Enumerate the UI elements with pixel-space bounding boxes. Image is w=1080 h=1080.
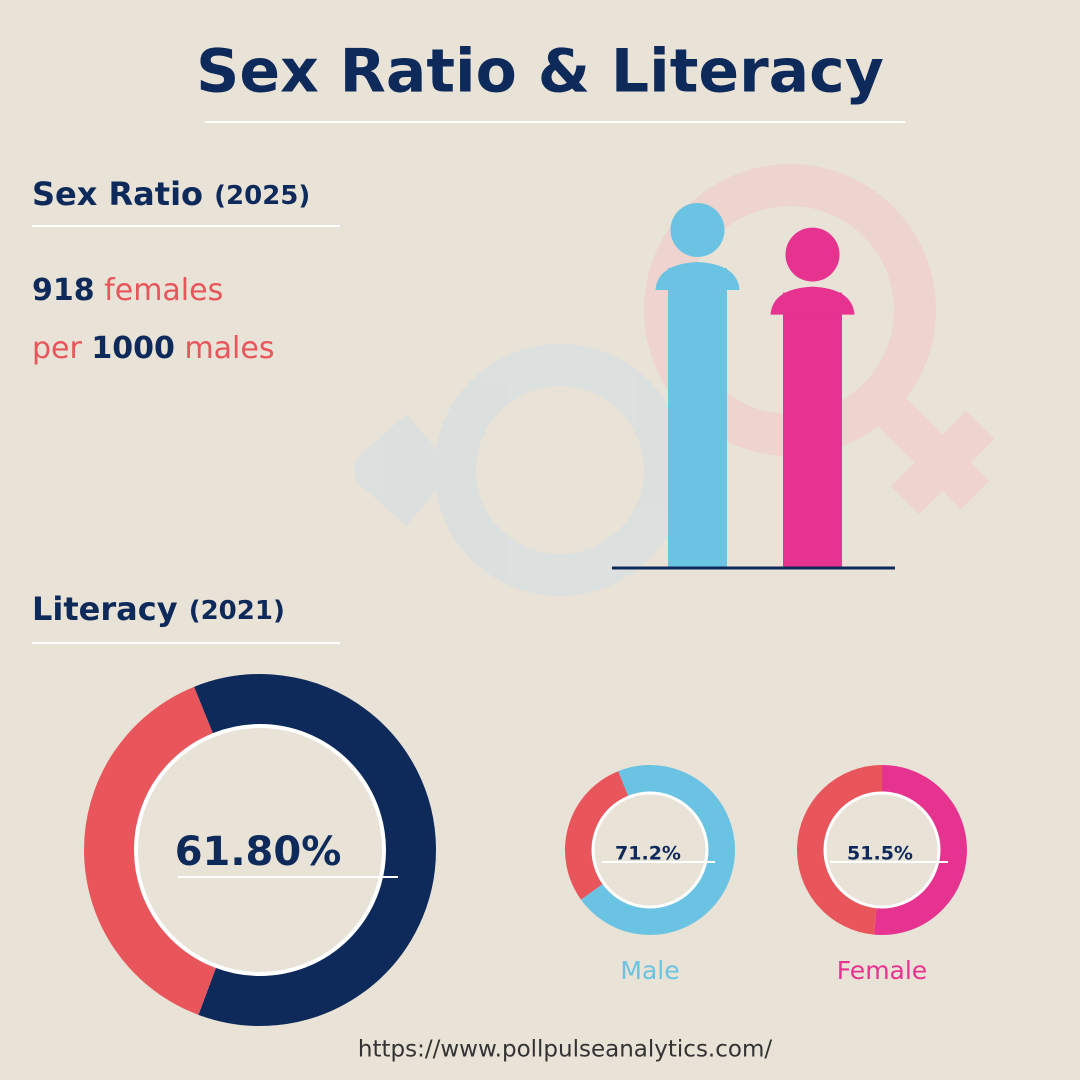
ratio-text: males	[184, 331, 274, 366]
donut-value-label: 61.80%	[175, 829, 342, 875]
donut-ring	[134, 724, 386, 976]
donut-segment	[874, 765, 967, 935]
ratio-bars	[655, 203, 855, 568]
donuts: 61.80% 71.2% Male 51.5% Female	[84, 674, 967, 1026]
donut-segment	[194, 674, 436, 1026]
donut-value-label: 71.2%	[615, 843, 681, 865]
bar-head	[670, 203, 725, 257]
donut-segment	[797, 765, 883, 935]
heading-text: Literacy	[32, 590, 178, 628]
ratio-number: 918	[32, 273, 95, 308]
bar-shoulders	[770, 286, 855, 315]
ratio-line: per 1000 males	[32, 331, 274, 366]
heading-text: Sex Ratio	[32, 175, 203, 213]
donut-segment	[580, 765, 735, 935]
section-heading: Literacy (2021)	[32, 590, 285, 628]
section-heading: Sex Ratio (2025)	[32, 175, 310, 213]
bar	[668, 268, 727, 568]
donut-label: Female	[837, 956, 927, 985]
ratio-text: females	[104, 273, 223, 308]
bar-head	[785, 227, 840, 282]
bar-shoulders	[655, 262, 740, 290]
heading-year: (2021)	[189, 596, 285, 626]
bar	[783, 292, 842, 568]
donut-label: Male	[620, 956, 679, 985]
ratio-text: per	[32, 331, 83, 366]
donut-ring	[823, 791, 941, 909]
ratio-line: 918 females	[32, 273, 223, 308]
donut-value-label: 51.5%	[847, 843, 913, 865]
ratio-number: 1000	[91, 331, 175, 366]
donut-ring	[591, 791, 709, 909]
gender-symbols	[354, 164, 995, 596]
heading-year: (2025)	[214, 181, 310, 211]
donut-segment	[84, 686, 218, 1015]
footer-url: https://www.pollpulseanalytics.com/	[358, 1037, 772, 1063]
donut-segment	[565, 771, 630, 900]
title: Sex Ratio & Literacy	[196, 37, 884, 107]
